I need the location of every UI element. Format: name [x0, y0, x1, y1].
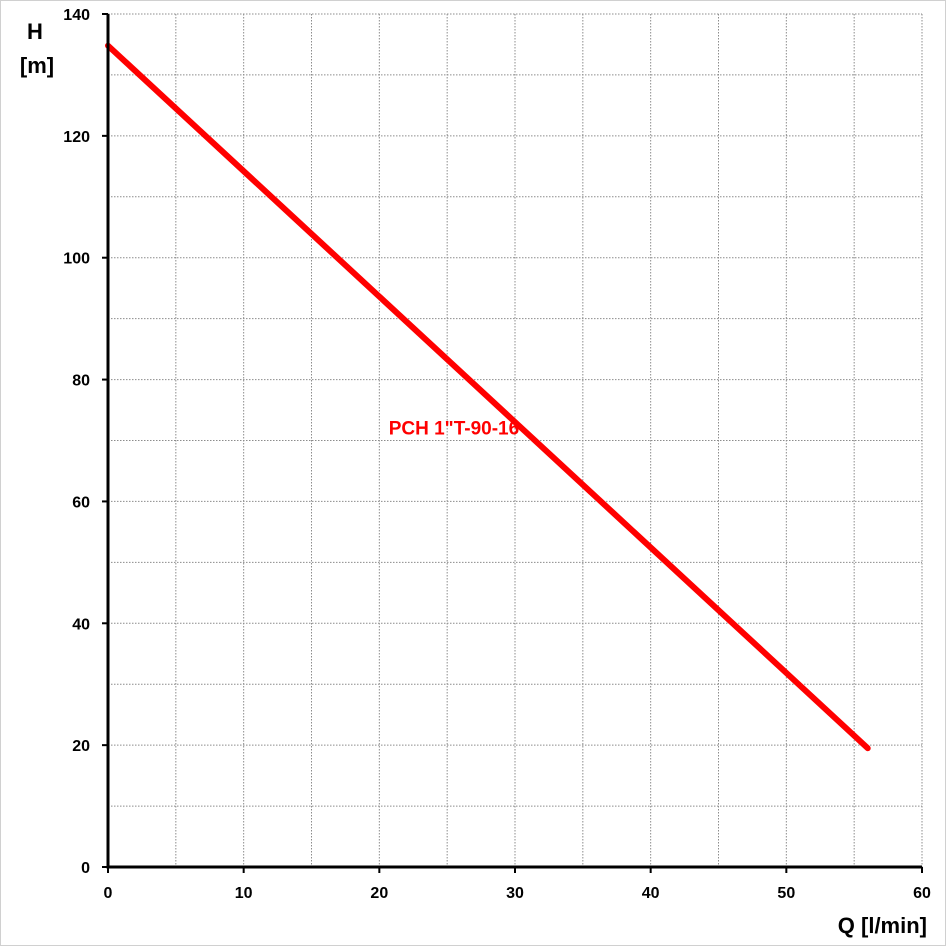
grid-lines — [108, 13, 923, 867]
x-tick-label: 50 — [777, 885, 795, 902]
x-tick-label: 40 — [642, 885, 660, 902]
axis-titles: H [m] Q [l/min] — [20, 19, 927, 938]
y-tick-label: 120 — [63, 129, 90, 146]
y-tick-label: 60 — [72, 494, 90, 511]
axes — [102, 13, 923, 873]
x-tick-label: 20 — [370, 885, 388, 902]
x-axis-title: Q [l/min] — [838, 913, 927, 938]
x-tick-label: 60 — [913, 885, 931, 902]
x-tick-label: 0 — [104, 885, 113, 902]
series-line — [105, 42, 871, 752]
x-tick-label: 10 — [235, 885, 253, 902]
x-tick-label: 30 — [506, 885, 524, 902]
y-tick-label: 100 — [63, 251, 90, 268]
y-tick-label: 0 — [81, 860, 90, 877]
y-axis-title-line2: [m] — [20, 53, 54, 78]
series-layer: PCH 1"T-90-16 — [105, 42, 871, 752]
y-axis-title-line1: H — [27, 19, 43, 44]
y-tick-label: 40 — [72, 616, 90, 633]
y-tick-label: 80 — [72, 373, 90, 390]
series-label: PCH 1"T-90-16 — [389, 418, 519, 439]
y-tick-label: 20 — [72, 738, 90, 755]
y-tick-label: 140 — [63, 7, 90, 24]
tick-labels: 0 10 20 30 40 50 60 0 20 40 60 80 100 120 140 — [63, 7, 931, 902]
